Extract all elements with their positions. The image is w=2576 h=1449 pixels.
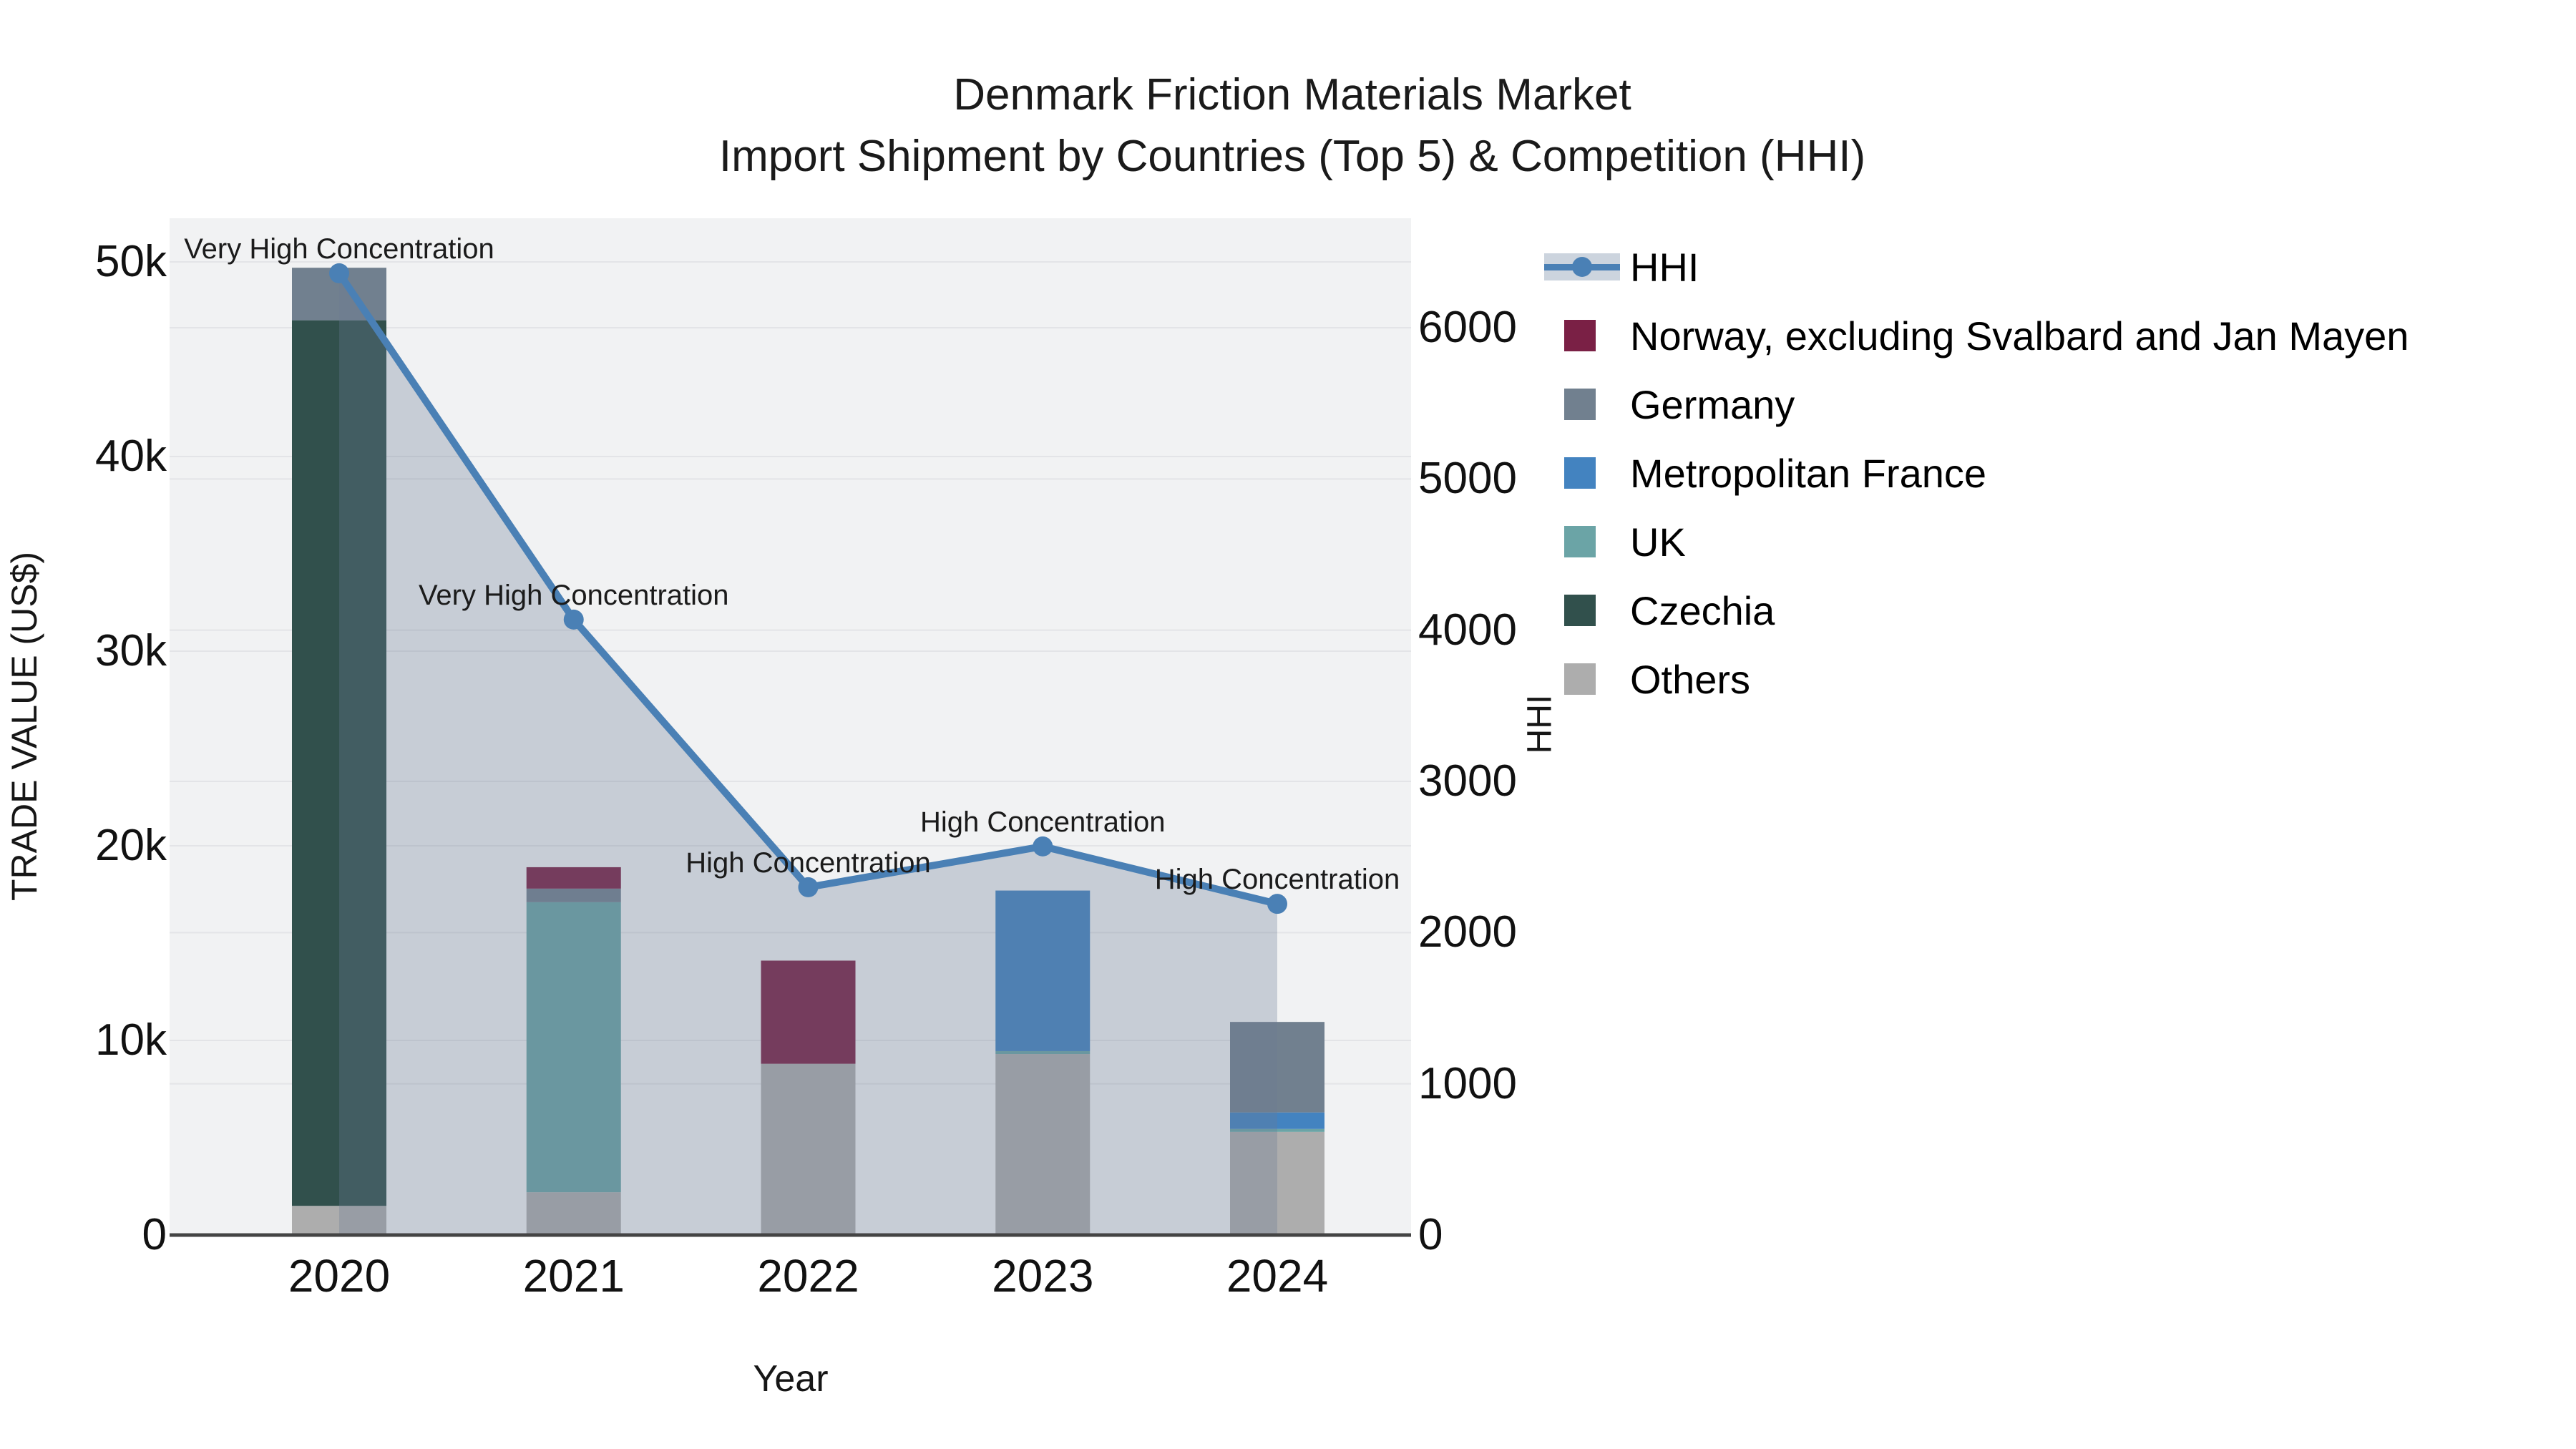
- y-left-tick-0: 0: [142, 1210, 167, 1259]
- bar-segment-2022-others[interactable]: [761, 1063, 856, 1235]
- bar-segment-2024-uk[interactable]: [1230, 1128, 1324, 1132]
- x-tick-2023: 2023: [992, 1250, 1094, 1302]
- hhi-line-sample-icon: [1544, 253, 1620, 280]
- legend-label: Others: [1630, 656, 1751, 702]
- legend-color-swatch: [1564, 526, 1596, 557]
- legend-item-czechia[interactable]: Czechia: [1543, 576, 2409, 645]
- chart-title-line1: Denmark Friction Materials Market: [953, 70, 1631, 119]
- bar-segment-2021-others[interactable]: [526, 1192, 621, 1235]
- annotation-2020: Very High Concentration: [184, 233, 494, 265]
- hhi-marker-2021[interactable]: [563, 609, 584, 630]
- y-right-tick-5000: 5000: [1418, 454, 1517, 504]
- y-right-tick-0: 0: [1418, 1210, 1443, 1259]
- legend-swatch-area: [1543, 320, 1623, 351]
- x-tick-2024: 2024: [1226, 1250, 1329, 1302]
- annotation-2021: Very High Concentration: [418, 579, 729, 611]
- legend-color-swatch: [1564, 320, 1596, 351]
- annotation-2024: High Concentration: [1154, 864, 1400, 896]
- legend-swatch-area: [1543, 389, 1623, 420]
- bar-segment-2021-uk[interactable]: [526, 902, 621, 1193]
- legend-item-metropolitan-france[interactable]: Metropolitan France: [1543, 439, 2409, 507]
- legend-swatch-area: [1543, 526, 1623, 557]
- y-left-tick-10k: 10k: [95, 1015, 167, 1065]
- legend: HHI Norway, excluding Svalbard and Jan Ma…: [1543, 233, 2409, 713]
- legend-item-hhi[interactable]: HHI: [1543, 233, 2409, 301]
- annotation-2023: High Concentration: [920, 806, 1166, 838]
- legend-item-others[interactable]: Others: [1543, 645, 2409, 713]
- bar-segment-2023-metropolitan-france[interactable]: [995, 890, 1091, 1051]
- legend-label: HHI: [1630, 244, 1699, 290]
- legend-item-uk[interactable]: UK: [1543, 507, 2409, 576]
- bar-segment-2021-germany[interactable]: [526, 888, 621, 902]
- legend-label: Czechia: [1630, 587, 1775, 633]
- hhi-marker-2023[interactable]: [1033, 836, 1053, 857]
- y-right-tick-4000: 4000: [1418, 605, 1517, 655]
- legend-item-norway[interactable]: Norway, excluding Svalbard and Jan Mayen: [1543, 301, 2409, 370]
- y-left-tick-40k: 40k: [95, 431, 167, 481]
- bar-segment-2024-metropolitan-france[interactable]: [1230, 1112, 1324, 1129]
- hhi-area-fill: [339, 273, 1277, 1235]
- legend-color-swatch: [1564, 595, 1596, 626]
- x-tick-2021: 2021: [522, 1250, 625, 1302]
- legend-color-swatch: [1564, 663, 1596, 695]
- y-left-tick-50k: 50k: [95, 237, 167, 286]
- legend-swatch-area: [1543, 457, 1623, 489]
- bar-segment-2023-others[interactable]: [995, 1054, 1091, 1235]
- legend-label: Metropolitan France: [1630, 450, 1987, 496]
- y-right-tick-3000: 3000: [1418, 756, 1517, 806]
- bar-segment-2022-norway[interactable]: [761, 960, 856, 1064]
- chart-title-line2: Import Shipment by Countries (Top 5) & C…: [718, 132, 1866, 181]
- x-tick-2020: 2020: [288, 1250, 391, 1302]
- y-right-tick-2000: 2000: [1418, 907, 1517, 957]
- hhi-marker-2024[interactable]: [1267, 894, 1287, 914]
- y-right-tick-1000: 1000: [1418, 1058, 1517, 1108]
- legend-swatch-area: [1543, 595, 1623, 626]
- legend-label: Germany: [1630, 381, 1795, 427]
- legend-color-swatch: [1564, 457, 1596, 489]
- bar-segment-2020-others[interactable]: [292, 1206, 386, 1235]
- hhi-marker-2022[interactable]: [798, 877, 819, 897]
- bar-segment-2023-uk[interactable]: [995, 1050, 1091, 1055]
- legend-item-germany[interactable]: Germany: [1543, 370, 2409, 439]
- bar-segment-2024-germany[interactable]: [1230, 1022, 1324, 1113]
- legend-color-swatch: [1564, 389, 1596, 420]
- y-left-tick-20k: 20k: [95, 821, 167, 870]
- bar-segment-2024-others[interactable]: [1230, 1131, 1324, 1235]
- y-right-tick-6000: 6000: [1418, 303, 1517, 352]
- legend-swatch-area: [1543, 663, 1623, 695]
- legend-swatch-area: [1543, 253, 1623, 280]
- x-tick-2022: 2022: [757, 1250, 859, 1302]
- bar-segment-2020-czechia[interactable]: [292, 320, 386, 1206]
- legend-label: Norway, excluding Svalbard and Jan Mayen: [1630, 313, 2409, 358]
- annotation-2022: High Concentration: [686, 847, 931, 879]
- y-left-tick-30k: 30k: [95, 626, 167, 675]
- hhi-marker-dot-icon: [1572, 257, 1592, 277]
- bar-segment-2021-norway[interactable]: [526, 867, 621, 889]
- x-axis-title: Year: [753, 1358, 829, 1400]
- hhi-marker-2020[interactable]: [329, 263, 349, 283]
- legend-label: UK: [1630, 519, 1686, 565]
